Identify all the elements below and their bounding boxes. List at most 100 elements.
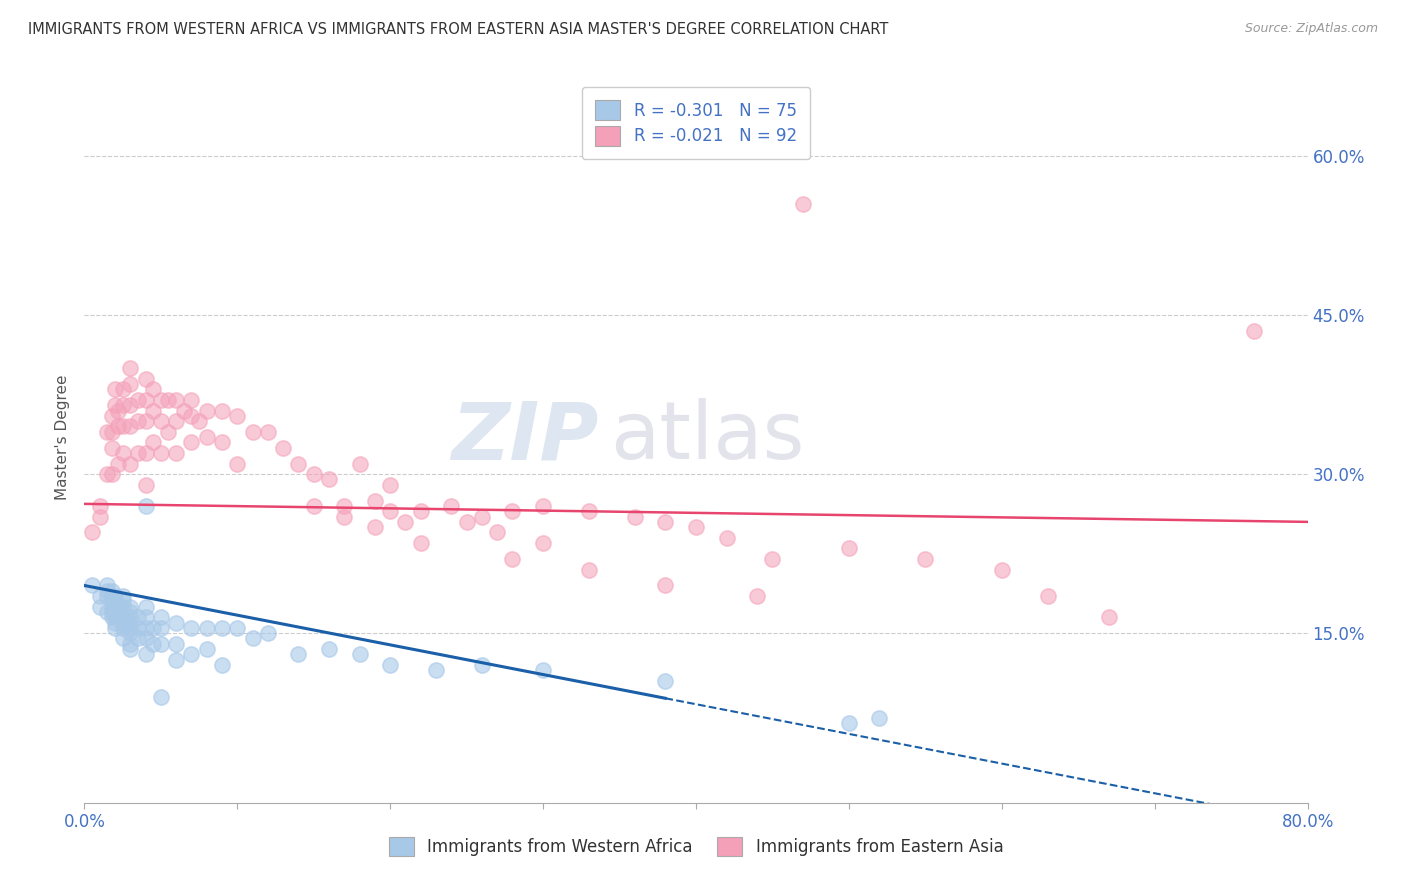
- Point: [1098, 610, 1121, 624]
- Point: [107, 610, 129, 624]
- Point: [838, 716, 860, 731]
- Point: [127, 632, 149, 646]
- Point: [107, 605, 129, 619]
- Point: [104, 615, 127, 630]
- Point: [96, 578, 118, 592]
- Point: [101, 425, 124, 439]
- Point: [271, 441, 294, 455]
- Point: [111, 446, 134, 460]
- Point: [747, 589, 769, 603]
- Point: [486, 525, 509, 540]
- Text: atlas: atlas: [610, 398, 804, 476]
- Point: [914, 552, 936, 566]
- Point: [96, 467, 118, 482]
- Point: [101, 605, 124, 619]
- Point: [111, 610, 134, 624]
- Point: [226, 409, 249, 423]
- Point: [111, 599, 134, 614]
- Point: [101, 610, 124, 624]
- Point: [120, 615, 142, 630]
- Point: [761, 552, 783, 566]
- Point: [120, 626, 142, 640]
- Point: [242, 632, 264, 646]
- Point: [111, 419, 134, 434]
- Point: [120, 637, 142, 651]
- Point: [135, 632, 157, 646]
- Point: [120, 621, 142, 635]
- Point: [578, 504, 600, 518]
- Point: [716, 531, 738, 545]
- Point: [127, 446, 149, 460]
- Text: IMMIGRANTS FROM WESTERN AFRICA VS IMMIGRANTS FROM EASTERN ASIA MASTER'S DEGREE C: IMMIGRANTS FROM WESTERN AFRICA VS IMMIGR…: [28, 22, 889, 37]
- Point: [149, 392, 172, 407]
- Point: [157, 425, 180, 439]
- Point: [502, 552, 524, 566]
- Point: [107, 403, 129, 417]
- Point: [471, 509, 494, 524]
- Point: [101, 594, 124, 608]
- Point: [1243, 324, 1265, 338]
- Point: [211, 435, 233, 450]
- Point: [380, 504, 402, 518]
- Point: [792, 197, 814, 211]
- Point: [135, 477, 157, 491]
- Point: [257, 626, 280, 640]
- Point: [101, 599, 124, 614]
- Point: [127, 621, 149, 635]
- Point: [135, 414, 157, 428]
- Point: [111, 589, 134, 603]
- Point: [127, 392, 149, 407]
- Point: [654, 515, 676, 529]
- Point: [157, 392, 180, 407]
- Point: [101, 409, 124, 423]
- Point: [349, 648, 371, 662]
- Point: [89, 599, 111, 614]
- Point: [120, 419, 142, 434]
- Point: [111, 383, 134, 397]
- Point: [96, 425, 118, 439]
- Point: [89, 589, 111, 603]
- Point: [135, 392, 157, 407]
- Point: [364, 493, 387, 508]
- Point: [425, 663, 447, 677]
- Point: [471, 658, 494, 673]
- Point: [120, 457, 142, 471]
- Point: [142, 383, 165, 397]
- Point: [333, 509, 356, 524]
- Point: [180, 621, 202, 635]
- Point: [120, 642, 142, 657]
- Point: [135, 499, 157, 513]
- Point: [149, 621, 172, 635]
- Text: ZIP: ZIP: [451, 398, 598, 476]
- Point: [111, 632, 134, 646]
- Point: [211, 658, 233, 673]
- Point: [226, 457, 249, 471]
- Point: [195, 403, 218, 417]
- Point: [211, 403, 233, 417]
- Point: [142, 637, 165, 651]
- Point: [180, 392, 202, 407]
- Point: [318, 473, 340, 487]
- Point: [531, 536, 554, 550]
- Point: [211, 621, 233, 635]
- Point: [149, 446, 172, 460]
- Point: [333, 499, 356, 513]
- Point: [180, 409, 202, 423]
- Point: [180, 648, 202, 662]
- Point: [869, 711, 891, 725]
- Point: [149, 690, 172, 704]
- Point: [96, 583, 118, 598]
- Point: [135, 599, 157, 614]
- Point: [135, 372, 157, 386]
- Point: [104, 398, 127, 412]
- Point: [624, 509, 647, 524]
- Point: [380, 658, 402, 673]
- Point: [127, 414, 149, 428]
- Point: [104, 621, 127, 635]
- Point: [135, 648, 157, 662]
- Point: [142, 435, 165, 450]
- Point: [838, 541, 860, 556]
- Point: [142, 621, 165, 635]
- Point: [531, 663, 554, 677]
- Point: [654, 673, 676, 688]
